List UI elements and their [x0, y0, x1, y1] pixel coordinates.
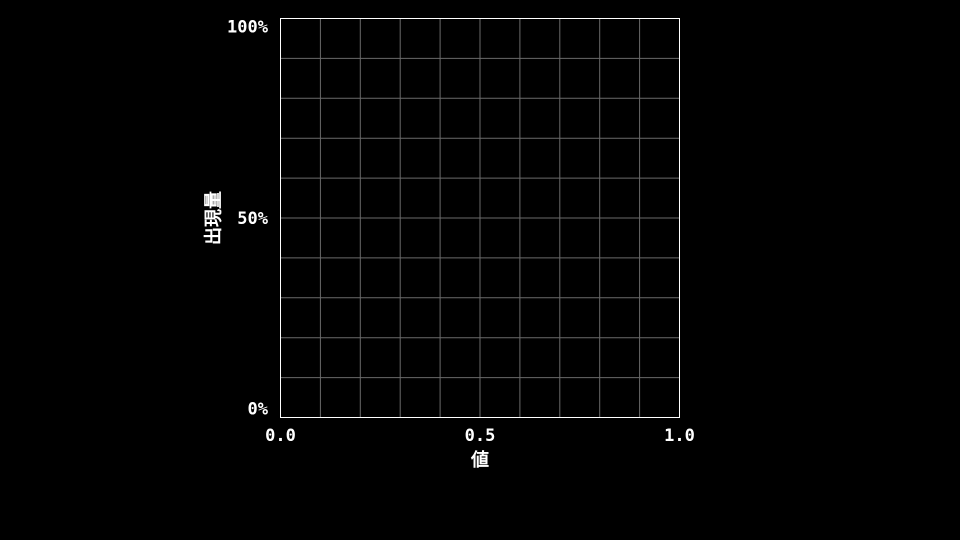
y-axis-label: 出現量 [203, 191, 225, 245]
tick-layer: 0.0 0.5 1.0 0% 50% 100% [227, 18, 695, 447]
x-tick-label: 0.0 [265, 426, 296, 446]
x-tick-label: 1.0 [664, 426, 695, 446]
y-tick-label: 100% [227, 18, 269, 38]
y-tick-label: 50% [237, 209, 268, 229]
y-tick-label: 0% [248, 400, 269, 420]
x-tick-label: 0.5 [465, 426, 496, 446]
grid-layer [280, 18, 680, 418]
plot-frame [280, 18, 680, 418]
x-axis-label: 値 [470, 449, 489, 471]
